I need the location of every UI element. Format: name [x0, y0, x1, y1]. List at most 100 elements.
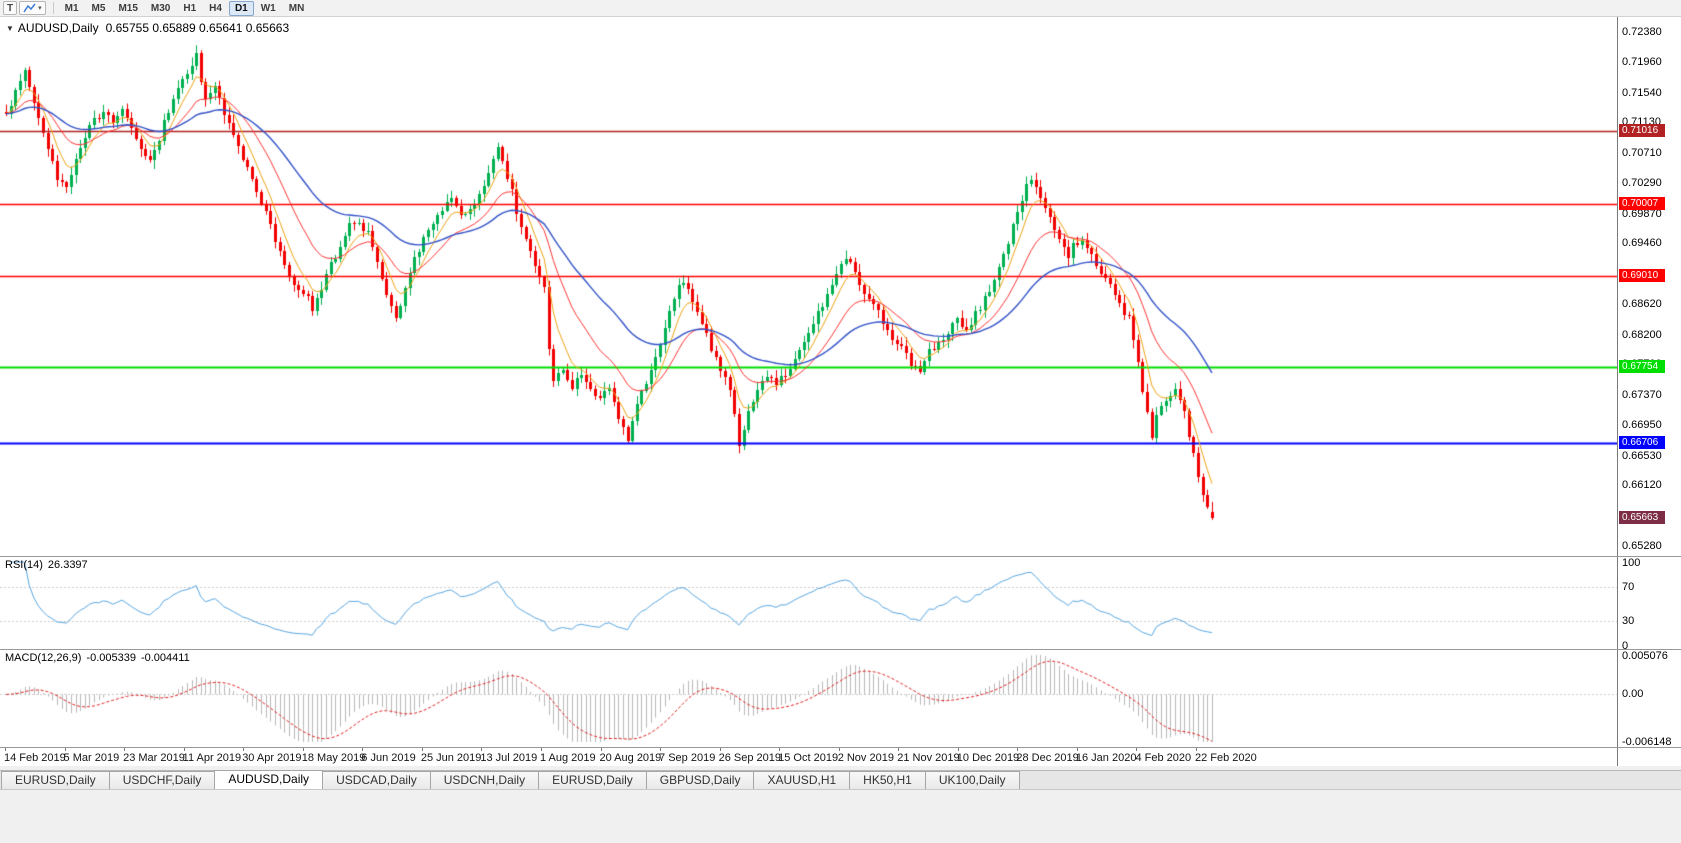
- rsi-value: 26.3397: [47, 559, 88, 571]
- macd-pane[interactable]: 0.005076 0.00 -0.006148 MACD(12,26,9) -0.00…: [0, 650, 1681, 747]
- chart-tab-usdcnh-daily[interactable]: USDCNH,Daily: [429, 771, 540, 789]
- timeframe-button-w1[interactable]: W1: [260, 2, 276, 14]
- macd-chart-canvas: [0, 650, 1617, 747]
- chart-tab-uk100-daily[interactable]: UK100,Daily: [924, 771, 1020, 789]
- time-tick-label: 30 Apr 2019: [242, 752, 302, 764]
- chart-area: 0.72380 0.71960 0.71540 0.71130 0.70710 0.702…: [0, 17, 1681, 766]
- price-tick-label: 0.68620: [1622, 298, 1662, 311]
- price-axis-border: [1617, 17, 1618, 556]
- timeframe-button-h1[interactable]: H1: [183, 2, 197, 14]
- pane-divider[interactable]: [0, 556, 1681, 557]
- time-tick-label: 22 Feb 2020: [1195, 752, 1257, 764]
- time-tick-label: 5 Mar 2019: [63, 752, 120, 764]
- time-tick-mark: [64, 748, 66, 751]
- time-tick-mark: [5, 748, 6, 751]
- timeframe-button-m5[interactable]: M5: [91, 2, 106, 14]
- chart-tab-eurusd-daily[interactable]: EURUSD,Daily: [538, 771, 647, 789]
- time-axis[interactable]: 14 Feb 2019 5 Mar 2019 23 Mar 2019 11 Apr 2…: [0, 748, 1681, 766]
- time-tick-label: 11 Apr 2019: [182, 752, 242, 764]
- chart-tab-audusd-daily[interactable]: AUDUSD,Daily: [214, 770, 324, 789]
- price-tick-label: 0.69870: [1622, 207, 1662, 220]
- price-tick-label: 0.65280: [1622, 540, 1662, 552]
- time-tick-label: 18 May 2019: [301, 752, 366, 764]
- top-toolbar: T ▾ M1 M5 M15 M30 H1 H4 D1 W1 MN: [0, 0, 1681, 17]
- macd-tick-label: 0.00: [1622, 688, 1644, 701]
- price-tick-label: 0.72380: [1622, 26, 1662, 38]
- t-button[interactable]: T: [3, 1, 18, 15]
- chart-tab-usdchf-daily[interactable]: USDCHF,Daily: [108, 771, 216, 789]
- time-tick-mark: [183, 748, 185, 751]
- price-tick-label: 0.66950: [1622, 419, 1662, 432]
- macd-signal-value: -0.004411: [140, 652, 190, 664]
- time-tick-label: 21 Nov 2019: [897, 752, 960, 764]
- rsi-tick-label: 100: [1622, 557, 1641, 569]
- time-tick-label: 4 Feb 2020: [1135, 752, 1192, 764]
- time-tick-label: 20 Aug 2019: [599, 752, 662, 764]
- price-tick-label: 0.68200: [1622, 328, 1662, 341]
- time-axis-corner-border: [1617, 748, 1618, 766]
- one-click-trading-arrow-icon[interactable]: ▼: [6, 23, 14, 33]
- time-tick-mark: [540, 748, 542, 751]
- chart-tab-gbpusd-daily[interactable]: GBPUSD,Daily: [645, 771, 755, 789]
- timeframe-button-d1[interactable]: D1: [228, 0, 254, 16]
- rsi-axis-border: [1617, 557, 1618, 649]
- timeframe-button-mn[interactable]: MN: [288, 2, 305, 14]
- rsi-chart-canvas: [0, 557, 1617, 649]
- timeframe-button-m1[interactable]: M1: [64, 2, 79, 14]
- rsi-tick-label: 70: [1622, 581, 1635, 594]
- macd-label: MACD(12,26,9) -0.005339 -0.004411: [5, 652, 195, 664]
- chart-tab-usdcad-daily[interactable]: USDCAD,Daily: [322, 771, 431, 789]
- price-tick-label: 0.66120: [1622, 479, 1662, 492]
- time-tick-mark: [779, 748, 781, 751]
- time-tick-mark: [719, 748, 721, 751]
- timeframe-button-h4[interactable]: H4: [209, 2, 222, 14]
- chart-tab-xauusd-h1[interactable]: XAUUSD,H1: [753, 771, 851, 789]
- price-pane[interactable]: 0.72380 0.71960 0.71540 0.71130 0.70710 0.702…: [0, 17, 1681, 556]
- time-tick-label: 2 Nov 2019: [837, 752, 894, 764]
- time-tick-mark: [302, 748, 304, 751]
- time-tick-mark: [1017, 748, 1019, 751]
- price-axis[interactable]: 0.72380 0.71960 0.71540 0.71130 0.70710 0.702…: [1618, 17, 1681, 556]
- chevron-down-icon: ▾: [38, 5, 42, 12]
- price-tick-label: 0.69460: [1622, 237, 1662, 250]
- time-tick-mark: [481, 748, 483, 751]
- macd-axis-border: [1617, 650, 1618, 747]
- rsi-tick-label: 30: [1622, 614, 1635, 627]
- candlestick-chart-canvas[interactable]: [0, 17, 1617, 556]
- macd-tick-label: -0.006148: [1622, 736, 1672, 747]
- chart-tools-button[interactable]: ▾: [19, 1, 46, 15]
- rsi-axis[interactable]: 100 70 30 0: [1618, 557, 1681, 649]
- price-tick-label: 0.71540: [1622, 86, 1662, 99]
- time-tick-mark: [362, 748, 364, 751]
- hline-price-label: 0.67754: [1619, 359, 1665, 373]
- time-tick-mark: [1196, 748, 1197, 751]
- time-tick-label: 25 Jun 2019: [420, 752, 482, 764]
- chart-tab-hk50-h1[interactable]: HK50,H1: [849, 771, 926, 789]
- price-tick-label: 0.67370: [1622, 388, 1662, 401]
- pane-divider[interactable]: [0, 649, 1681, 650]
- time-tick-label: 16 Jan 2020: [1075, 752, 1137, 764]
- rsi-title: RSI(14): [5, 559, 43, 571]
- chart-ohlc-values: 0.65755 0.65889 0.65641 0.65663: [105, 21, 290, 35]
- hline-price-label: 0.70007: [1619, 196, 1665, 210]
- chart-title: ▼ AUDUSD,Daily 0.65755 0.65889 0.65641 0…: [6, 21, 289, 35]
- hline-price-label: 0.71016: [1619, 123, 1665, 137]
- chart-tab-eurusd-daily[interactable]: EURUSD,Daily: [1, 771, 110, 789]
- rsi-pane[interactable]: 100 70 30 0 RSI(14) 26.3397: [0, 557, 1681, 649]
- timeframe-button-m30[interactable]: M30: [150, 2, 171, 14]
- price-tick-label: 0.70710: [1622, 146, 1662, 159]
- time-tick-mark: [243, 748, 245, 751]
- timeframe-button-m15[interactable]: M15: [118, 2, 138, 14]
- hline-price-label: 0.66706: [1619, 435, 1665, 449]
- macd-axis[interactable]: 0.005076 0.00 -0.006148: [1618, 650, 1681, 747]
- rsi-tick-label: 0: [1622, 640, 1629, 649]
- time-tick-mark: [660, 748, 662, 751]
- time-tick-label: 6 Jun 2019: [361, 752, 416, 764]
- time-tick-label: 7 Sep 2019: [659, 752, 716, 764]
- time-tick-label: 28 Dec 2019: [1016, 752, 1079, 764]
- macd-tick-label: 0.005076: [1622, 650, 1668, 662]
- chart-tabs-bar: EURUSD,Daily USDCHF,Daily AUDUSD,Daily USDC…: [0, 770, 1681, 790]
- pane-divider: [0, 747, 1681, 748]
- time-tick-mark: [838, 748, 840, 751]
